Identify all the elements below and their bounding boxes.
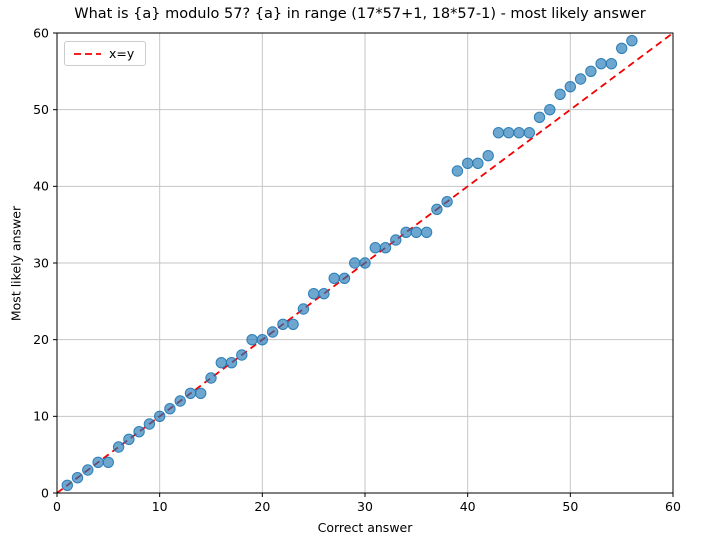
data-point [215,357,228,369]
x-tick-label: 60 [665,499,681,514]
data-point [236,349,248,361]
chart-title: What is {a} modulo 57? {a} in range (17*… [74,6,646,22]
data-point [451,165,464,177]
data-point [82,464,94,476]
data-point [585,65,597,78]
data-point [492,127,505,139]
x-tick-label: 30 [357,499,373,514]
data-point [164,403,176,415]
data-point [523,127,535,139]
x-tick-label: 50 [562,499,578,514]
data-point [431,203,443,216]
data-point [61,479,74,491]
data-point [246,334,258,346]
data-point [564,81,576,93]
y-tick-label: 40 [33,179,49,194]
y-tick-label: 0 [41,485,49,500]
data-point [123,433,135,445]
data-point [410,226,422,239]
data-point [359,257,371,269]
data-point [225,357,238,369]
data-point [154,410,166,422]
data-point [605,58,618,70]
data-point [574,73,587,85]
y-tick-label: 30 [33,255,49,270]
y-tick-label: 50 [33,102,49,117]
data-point [616,42,628,54]
data-point [308,288,320,300]
data-point [318,288,330,300]
data-point [390,234,402,246]
legend: x=y [64,41,147,66]
data-point [554,88,566,101]
data-point [420,226,433,239]
data-point [400,226,412,239]
data-point [205,372,217,384]
x-tick-label: 40 [460,499,476,514]
data-point [482,150,494,162]
y-tick-label: 60 [33,25,49,40]
legend-line-sample [74,52,101,55]
data-point [626,35,638,47]
data-point [133,426,145,438]
data-point [256,334,268,346]
data-point [338,272,351,284]
tick-labels: 0 10 20 30 40 50 60 0 10 20 30 40 50 60 [33,25,681,514]
data-point [503,127,515,139]
data-point [266,326,279,338]
data-point [174,395,186,407]
scatter-points [61,35,638,491]
data-point [595,58,607,70]
data-point [184,387,197,399]
x-tick-label: 0 [53,499,61,514]
data-point [297,303,310,315]
data-point [143,418,156,430]
data-point [441,196,453,208]
legend-label: x=y [109,46,135,61]
data-point [92,456,104,468]
data-point [544,104,556,116]
data-point [533,111,546,124]
x-tick-label: 10 [152,499,168,514]
data-point [328,272,340,284]
y-tick-label: 10 [33,409,49,424]
data-point [102,456,115,468]
data-point [71,472,84,484]
data-point [112,441,125,453]
data-point [287,318,299,330]
x-axis-label: Correct answer [317,520,413,535]
data-point [349,257,361,269]
y-tick-label: 20 [33,332,49,347]
data-point [472,157,484,170]
data-point [462,157,474,170]
x-tick-label: 20 [254,499,270,514]
ticks [53,32,674,497]
data-point [379,242,392,254]
data-point [369,242,381,254]
data-point [195,387,207,399]
data-point [277,318,289,330]
data-point [513,127,525,139]
